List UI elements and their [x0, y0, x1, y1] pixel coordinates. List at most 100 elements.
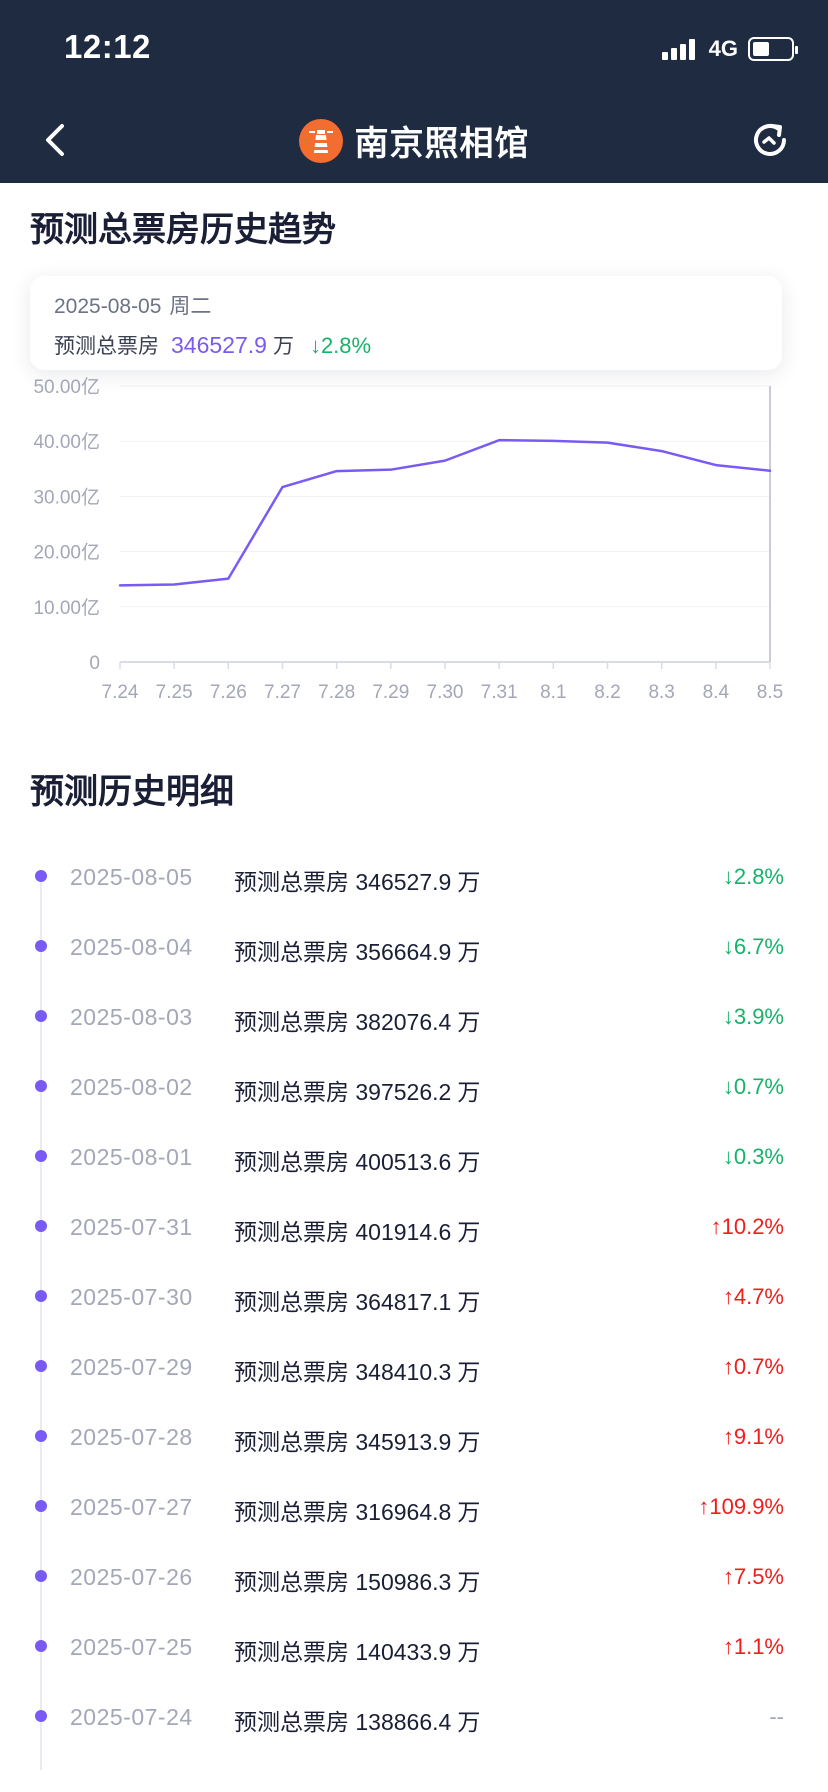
- trend-chart[interactable]: 50.00亿 40.00亿 30.00亿 20.00亿 10.00亿 0 7.24 7.25 7…: [0, 376, 828, 706]
- history-section-title: 预测历史明细: [30, 773, 234, 811]
- history-value-text: 预测总票房 316964.8 万: [234, 1493, 480, 1527]
- history-change: ↑9.1%: [723, 1424, 784, 1450]
- history-change-value: 1.1%: [733, 1634, 784, 1659]
- history-unit: 万: [457, 1709, 481, 1735]
- history-row: 2025-07-31 预测总票房 401914.6 万 ↑10.2%: [0, 1192, 828, 1262]
- arrow-up-icon: ↑: [722, 1634, 734, 1659]
- history-change: ↑109.9%: [698, 1494, 784, 1520]
- y-tick-label: 40.00亿: [33, 431, 100, 453]
- timeline-dot: [35, 1010, 47, 1022]
- timeline-dot: [35, 1220, 47, 1232]
- timeline-dot: [35, 870, 47, 882]
- arrow-up-icon: ↑: [722, 1564, 734, 1589]
- history-value-text: 预测总票房 150986.3 万: [234, 1563, 480, 1597]
- timeline-dot: [35, 1710, 47, 1722]
- tooltip-change: ↓2.8%: [310, 333, 371, 359]
- x-tick-label: 8.4: [703, 682, 730, 703]
- history-label: 预测总票房: [234, 1639, 349, 1665]
- history-value: 140433.9: [355, 1639, 452, 1665]
- arrow-down-icon: ↓: [722, 1004, 734, 1029]
- history-unit: 万: [457, 1499, 481, 1525]
- y-tick-label: 10.00亿: [33, 597, 100, 619]
- history-change-value: 9.1%: [733, 1424, 784, 1449]
- history-change: ↓3.9%: [723, 1004, 784, 1030]
- x-tick-label: 7.25: [156, 682, 193, 703]
- arrow-up-icon: ↑: [722, 1354, 734, 1379]
- timeline-dot: [35, 940, 47, 952]
- history-change: ↑7.5%: [723, 1564, 784, 1590]
- history-change: ↑4.7%: [723, 1284, 784, 1310]
- history-value-text: 预测总票房 364817.1 万: [234, 1283, 480, 1317]
- history-change: ↑1.1%: [723, 1634, 784, 1660]
- x-tick-label: 7.24: [102, 682, 139, 703]
- arrow-down-icon: ↓: [722, 1074, 734, 1099]
- history-change: ↓2.8%: [723, 864, 784, 890]
- signal-icon: [661, 38, 695, 60]
- app-header: 12:12 4G 南京照相馆: [0, 0, 828, 183]
- history-change-value: 3.9%: [733, 1004, 784, 1029]
- x-tick-label: 7.29: [372, 682, 409, 703]
- history-value-text: 预测总票房 348410.3 万: [234, 1353, 480, 1387]
- x-tick-label: 8.5: [757, 682, 783, 703]
- status-indicators: 4G: [661, 36, 798, 62]
- history-label: 预测总票房: [234, 1709, 349, 1735]
- history-value: 348410.3: [355, 1359, 452, 1385]
- history-change-value: 6.7%: [733, 934, 784, 959]
- lighthouse-logo-icon: [298, 118, 343, 163]
- history-value: 382076.4: [355, 1009, 452, 1035]
- history-unit: 万: [457, 939, 481, 965]
- status-time: 12:12: [64, 28, 151, 65]
- history-change: ↓6.7%: [723, 934, 784, 960]
- history-row: 2025-07-26 预测总票房 150986.3 万 ↑7.5%: [0, 1542, 828, 1612]
- tooltip-unit: 万: [272, 335, 294, 358]
- history-change-value: 4.7%: [733, 1284, 784, 1309]
- history-list: 2025-08-05 预测总票房 346527.9 万 ↓2.8% 2025-08-04…: [0, 842, 828, 1770]
- x-tick-label: 8.2: [594, 682, 620, 703]
- arrow-up-icon: ↑: [722, 1284, 734, 1309]
- history-unit: 万: [457, 1149, 481, 1175]
- history-value: 346527.9: [355, 869, 452, 895]
- arrow-up-icon: ↑: [722, 1424, 734, 1449]
- history-change-value: 0.7%: [733, 1074, 784, 1099]
- history-change-value: 109.9%: [709, 1494, 784, 1519]
- history-change: --: [769, 1704, 784, 1730]
- network-type: 4G: [708, 36, 738, 61]
- refresh-button[interactable]: [748, 118, 792, 162]
- arrow-down-icon: ↓: [722, 864, 734, 889]
- history-label: 预测总票房: [234, 1219, 349, 1245]
- history-row: 2025-07-30 预测总票房 364817.1 万 ↑4.7%: [0, 1262, 828, 1332]
- battery-fill: [753, 42, 770, 56]
- x-tick-label: 7.30: [427, 682, 464, 703]
- history-row: 2025-07-29 预测总票房 348410.3 万 ↑0.7%: [0, 1332, 828, 1402]
- refresh-icon: [754, 124, 786, 156]
- history-change-value: 0.3%: [733, 1144, 784, 1169]
- history-value: 356664.9: [355, 939, 452, 965]
- history-value-text: 预测总票房 346527.9 万: [234, 863, 480, 897]
- history-change: ↑10.2%: [711, 1214, 784, 1240]
- history-value: 150986.3: [355, 1569, 452, 1595]
- back-button[interactable]: [38, 118, 74, 162]
- history-change-value: 0.7%: [733, 1354, 784, 1379]
- arrow-down-icon: ↓: [309, 333, 321, 358]
- timeline-dot: [35, 1080, 47, 1092]
- nav-title-group: 南京照相馆: [0, 116, 828, 165]
- history-label: 预测总票房: [234, 1079, 349, 1105]
- history-change-value: 10.2%: [721, 1214, 784, 1239]
- history-unit: 万: [457, 1639, 481, 1665]
- page-title: 南京照相馆: [354, 125, 530, 163]
- tooltip-label: 预测总票房: [54, 335, 159, 358]
- timeline-dot: [35, 1430, 47, 1442]
- history-row: 2025-07-25 预测总票房 140433.9 万 ↑1.1%: [0, 1612, 828, 1682]
- timeline-line: [40, 872, 42, 1770]
- history-row: 2025-08-05 预测总票房 346527.9 万 ↓2.8%: [0, 842, 828, 912]
- history-value-text: 预测总票房 382076.4 万: [234, 1003, 480, 1037]
- history-change-value: 2.8%: [733, 864, 784, 889]
- arrow-down-icon: ↓: [722, 1144, 734, 1169]
- x-tick-label: 7.26: [210, 682, 247, 703]
- history-date: 2025-07-26: [70, 1564, 193, 1590]
- history-row: 2025-08-04 预测总票房 356664.9 万 ↓6.7%: [0, 912, 828, 982]
- trend-chart-svg: 50.00亿 40.00亿 30.00亿 20.00亿 10.00亿 07.24 7.25 7…: [33, 376, 783, 703]
- history-date: 2025-08-02: [70, 1074, 193, 1100]
- history-date: 2025-07-24: [70, 1704, 193, 1730]
- timeline-dot: [35, 1360, 47, 1372]
